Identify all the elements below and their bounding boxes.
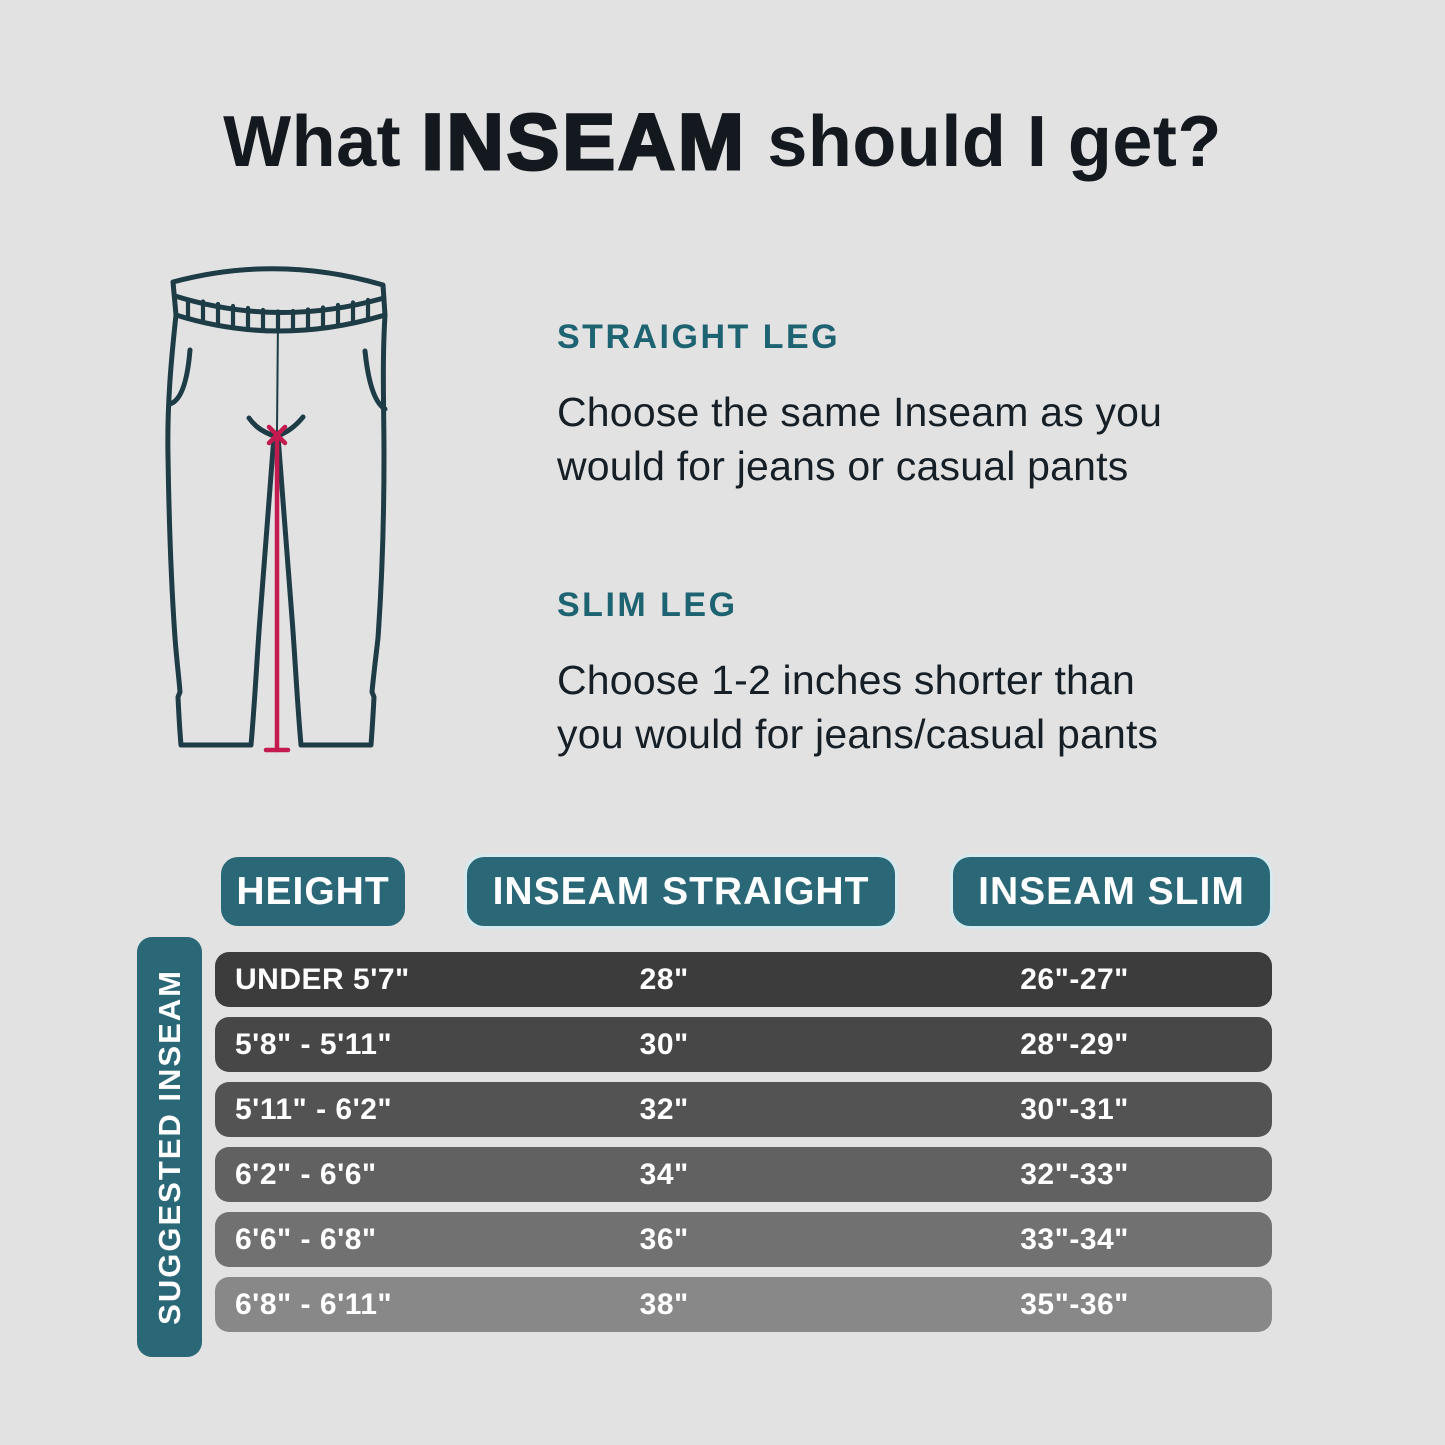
cell-inseam-slim: 28"-29"	[1020, 1027, 1129, 1061]
crotch-whiskers	[246, 414, 306, 439]
waistband	[170, 266, 388, 334]
cell-inseam-straight: 36"	[639, 1222, 689, 1256]
straight-leg-text-line2: would for jeans or casual pants	[557, 443, 1129, 489]
table-row: 6'8" - 6'11" 38" 35"-36"	[215, 1277, 1272, 1332]
cell-inseam-straight: 30"	[639, 1027, 689, 1061]
cell-inseam-slim: 30"-31"	[1020, 1092, 1129, 1126]
waistband-ribs	[185, 297, 371, 334]
title-emphasis: INSEAM	[420, 96, 747, 188]
straight-leg-text-line1: Choose the same Inseam as you	[557, 389, 1163, 435]
cell-inseam-slim: 33"-34"	[1020, 1222, 1129, 1256]
suggested-inseam-side-label: SUGGESTED INSEAM	[137, 937, 202, 1357]
column-header-height: HEIGHT	[221, 857, 405, 926]
cell-inseam-straight: 38"	[639, 1287, 689, 1321]
pants-illustration	[165, 266, 388, 753]
column-header-inseam-slim: INSEAM SLIM	[953, 857, 1270, 926]
cell-height: UNDER 5'7"	[235, 962, 410, 996]
slim-leg-heading: SLIM LEG	[557, 586, 738, 624]
cell-inseam-slim: 35"-36"	[1020, 1287, 1129, 1321]
title-suffix: should I get?	[746, 102, 1222, 182]
table-row: 6'2" - 6'6" 34" 32"-33"	[215, 1147, 1272, 1202]
cell-inseam-straight: 28"	[639, 962, 689, 996]
cell-height: 6'6" - 6'8"	[235, 1222, 377, 1256]
cell-height: 6'2" - 6'6"	[235, 1157, 377, 1191]
cell-height: 5'11" - 6'2"	[235, 1092, 393, 1126]
cell-inseam-slim: 32"-33"	[1020, 1157, 1129, 1191]
cell-height: 6'8" - 6'11"	[235, 1287, 393, 1321]
table-row: 5'8" - 5'11" 30" 28"-29"	[215, 1017, 1272, 1072]
column-header-inseam-straight: INSEAM STRAIGHT	[467, 857, 895, 926]
slim-leg-text-line1: Choose 1-2 inches shorter than	[557, 657, 1136, 703]
table-row: 6'6" - 6'8" 36" 33"-34"	[215, 1212, 1272, 1267]
suggested-inseam-side-label-text: SUGGESTED INSEAM	[151, 969, 187, 1325]
pocket-curves	[167, 347, 388, 412]
cell-inseam-slim: 26"-27"	[1020, 962, 1129, 996]
page-title: What INSEAM should I get?	[0, 96, 1445, 188]
inseam-table: UNDER 5'7" 28" 26"-27" 5'8" - 5'11" 30" …	[215, 952, 1272, 1332]
cell-height: 5'8" - 5'11"	[235, 1027, 393, 1061]
cell-inseam-straight: 34"	[639, 1157, 689, 1191]
rise-line	[276, 317, 279, 433]
left-leg	[165, 312, 277, 748]
cell-inseam-straight: 32"	[639, 1092, 689, 1126]
table-row: UNDER 5'7" 28" 26"-27"	[215, 952, 1272, 1007]
inseam-measure-x	[266, 424, 288, 446]
right-leg	[275, 312, 388, 748]
title-prefix: What	[223, 102, 422, 182]
table-row: 5'11" - 6'2" 32" 30"-31"	[215, 1082, 1272, 1137]
slim-leg-text-line2: you would for jeans/casual pants	[557, 711, 1159, 757]
straight-leg-heading: STRAIGHT LEG	[557, 318, 841, 356]
slim-leg-section: SLIM LEG Choose 1-2 inches shorter than …	[557, 586, 1158, 761]
straight-leg-section: STRAIGHT LEG Choose the same Inseam as y…	[557, 318, 1162, 493]
